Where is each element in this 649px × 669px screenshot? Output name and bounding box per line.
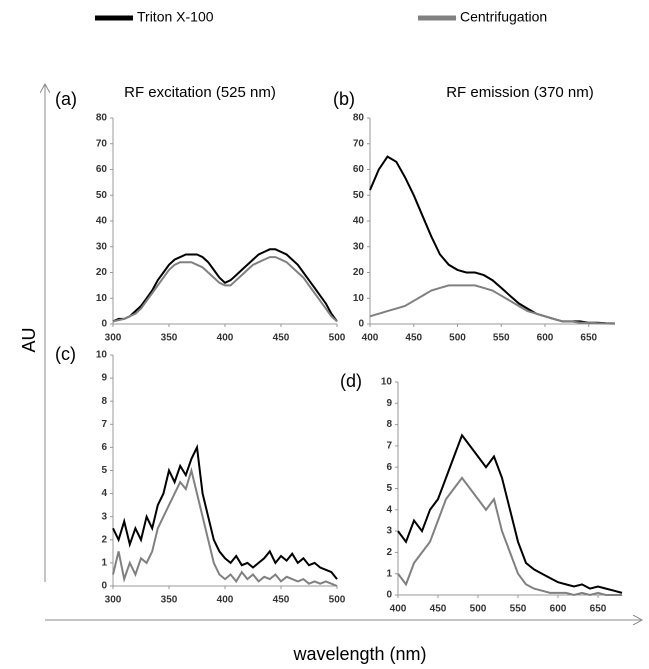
y-tick-label: 6 <box>386 462 392 473</box>
x-tick-label: 400 <box>390 604 407 615</box>
y-tick-label: 10 <box>353 293 365 304</box>
x-tick-label: 450 <box>273 333 290 344</box>
y-tick-label: 40 <box>353 216 365 227</box>
panel-label: (b) <box>333 89 355 109</box>
x-tick-label: 600 <box>537 333 554 344</box>
y-tick-label: 8 <box>101 396 107 407</box>
x-tick-label: 400 <box>362 333 379 344</box>
panel-title: RF excitation (525 nm) <box>124 84 276 101</box>
y-tick-label: 60 <box>96 164 108 175</box>
y-tick-label: 10 <box>96 350 108 361</box>
y-tick-label: 30 <box>353 241 365 252</box>
y-tick-label: 40 <box>96 216 108 227</box>
series-line <box>397 476 622 597</box>
y-tick-label: 1 <box>386 568 392 579</box>
y-axis-label: AU <box>19 327 39 352</box>
legend-label: Triton X-100 <box>137 9 214 25</box>
x-tick-label: 500 <box>470 604 487 615</box>
y-tick-label: 10 <box>96 293 108 304</box>
y-tick-label: 20 <box>353 267 365 278</box>
y-tick-label: 3 <box>386 526 392 537</box>
legend-label: Centrifugation <box>460 9 547 25</box>
y-tick-label: 50 <box>353 190 365 201</box>
x-tick-label: 500 <box>329 595 346 606</box>
series-line <box>112 443 338 580</box>
x-tick-label: 450 <box>405 333 422 344</box>
y-tick-label: 5 <box>101 465 107 476</box>
y-tick-label: 7 <box>386 441 392 452</box>
x-tick-label: 450 <box>430 604 447 615</box>
y-tick-label: 2 <box>386 547 392 558</box>
y-tick-label: 20 <box>96 267 108 278</box>
x-tick-label: 350 <box>161 333 178 344</box>
y-tick-label: 10 <box>381 377 393 388</box>
y-tick-label: 80 <box>353 113 365 124</box>
series-line <box>369 155 616 325</box>
y-tick-label: 80 <box>96 113 108 124</box>
x-tick-label: 400 <box>217 333 234 344</box>
y-tick-label: 2 <box>101 534 107 545</box>
x-tick-label: 400 <box>217 595 234 606</box>
x-tick-label: 450 <box>273 595 290 606</box>
panel-title: RF emission (370 nm) <box>446 84 594 101</box>
panel-label: (c) <box>55 344 76 364</box>
y-tick-label: 0 <box>101 319 107 330</box>
series-line <box>397 433 623 594</box>
y-tick-label: 3 <box>101 511 107 522</box>
y-tick-label: 70 <box>353 138 365 149</box>
y-tick-label: 8 <box>386 419 392 430</box>
y-tick-label: 5 <box>386 483 392 494</box>
x-tick-label: 350 <box>161 595 178 606</box>
panel-label: (a) <box>55 89 77 109</box>
x-tick-label: 500 <box>329 333 346 344</box>
y-tick-label: 0 <box>386 590 392 601</box>
x-tick-label: 600 <box>550 604 567 615</box>
y-tick-label: 4 <box>386 504 392 515</box>
y-tick-label: 70 <box>96 138 108 149</box>
series-line <box>112 248 338 323</box>
y-tick-label: 0 <box>101 581 107 592</box>
y-tick-label: 0 <box>358 319 364 330</box>
x-tick-label: 500 <box>449 333 466 344</box>
y-tick-label: 30 <box>96 241 108 252</box>
y-tick-label: 9 <box>101 373 107 384</box>
x-tick-label: 550 <box>510 604 527 615</box>
panel-label: (d) <box>340 371 362 391</box>
series-line <box>112 256 338 323</box>
x-tick-label: 650 <box>580 333 597 344</box>
y-tick-label: 9 <box>386 398 392 409</box>
y-tick-label: 7 <box>101 419 107 430</box>
x-axis-label: wavelength (nm) <box>292 644 426 664</box>
series-line <box>112 466 338 587</box>
x-tick-label: 300 <box>105 595 122 606</box>
y-tick-label: 50 <box>96 190 108 201</box>
y-tick-label: 1 <box>101 558 107 569</box>
x-tick-label: 300 <box>105 333 122 344</box>
x-tick-label: 650 <box>590 604 607 615</box>
x-tick-label: 550 <box>493 333 510 344</box>
y-tick-label: 4 <box>101 488 107 499</box>
y-tick-label: 6 <box>101 442 107 453</box>
y-tick-label: 60 <box>353 164 365 175</box>
series-line <box>369 284 616 325</box>
